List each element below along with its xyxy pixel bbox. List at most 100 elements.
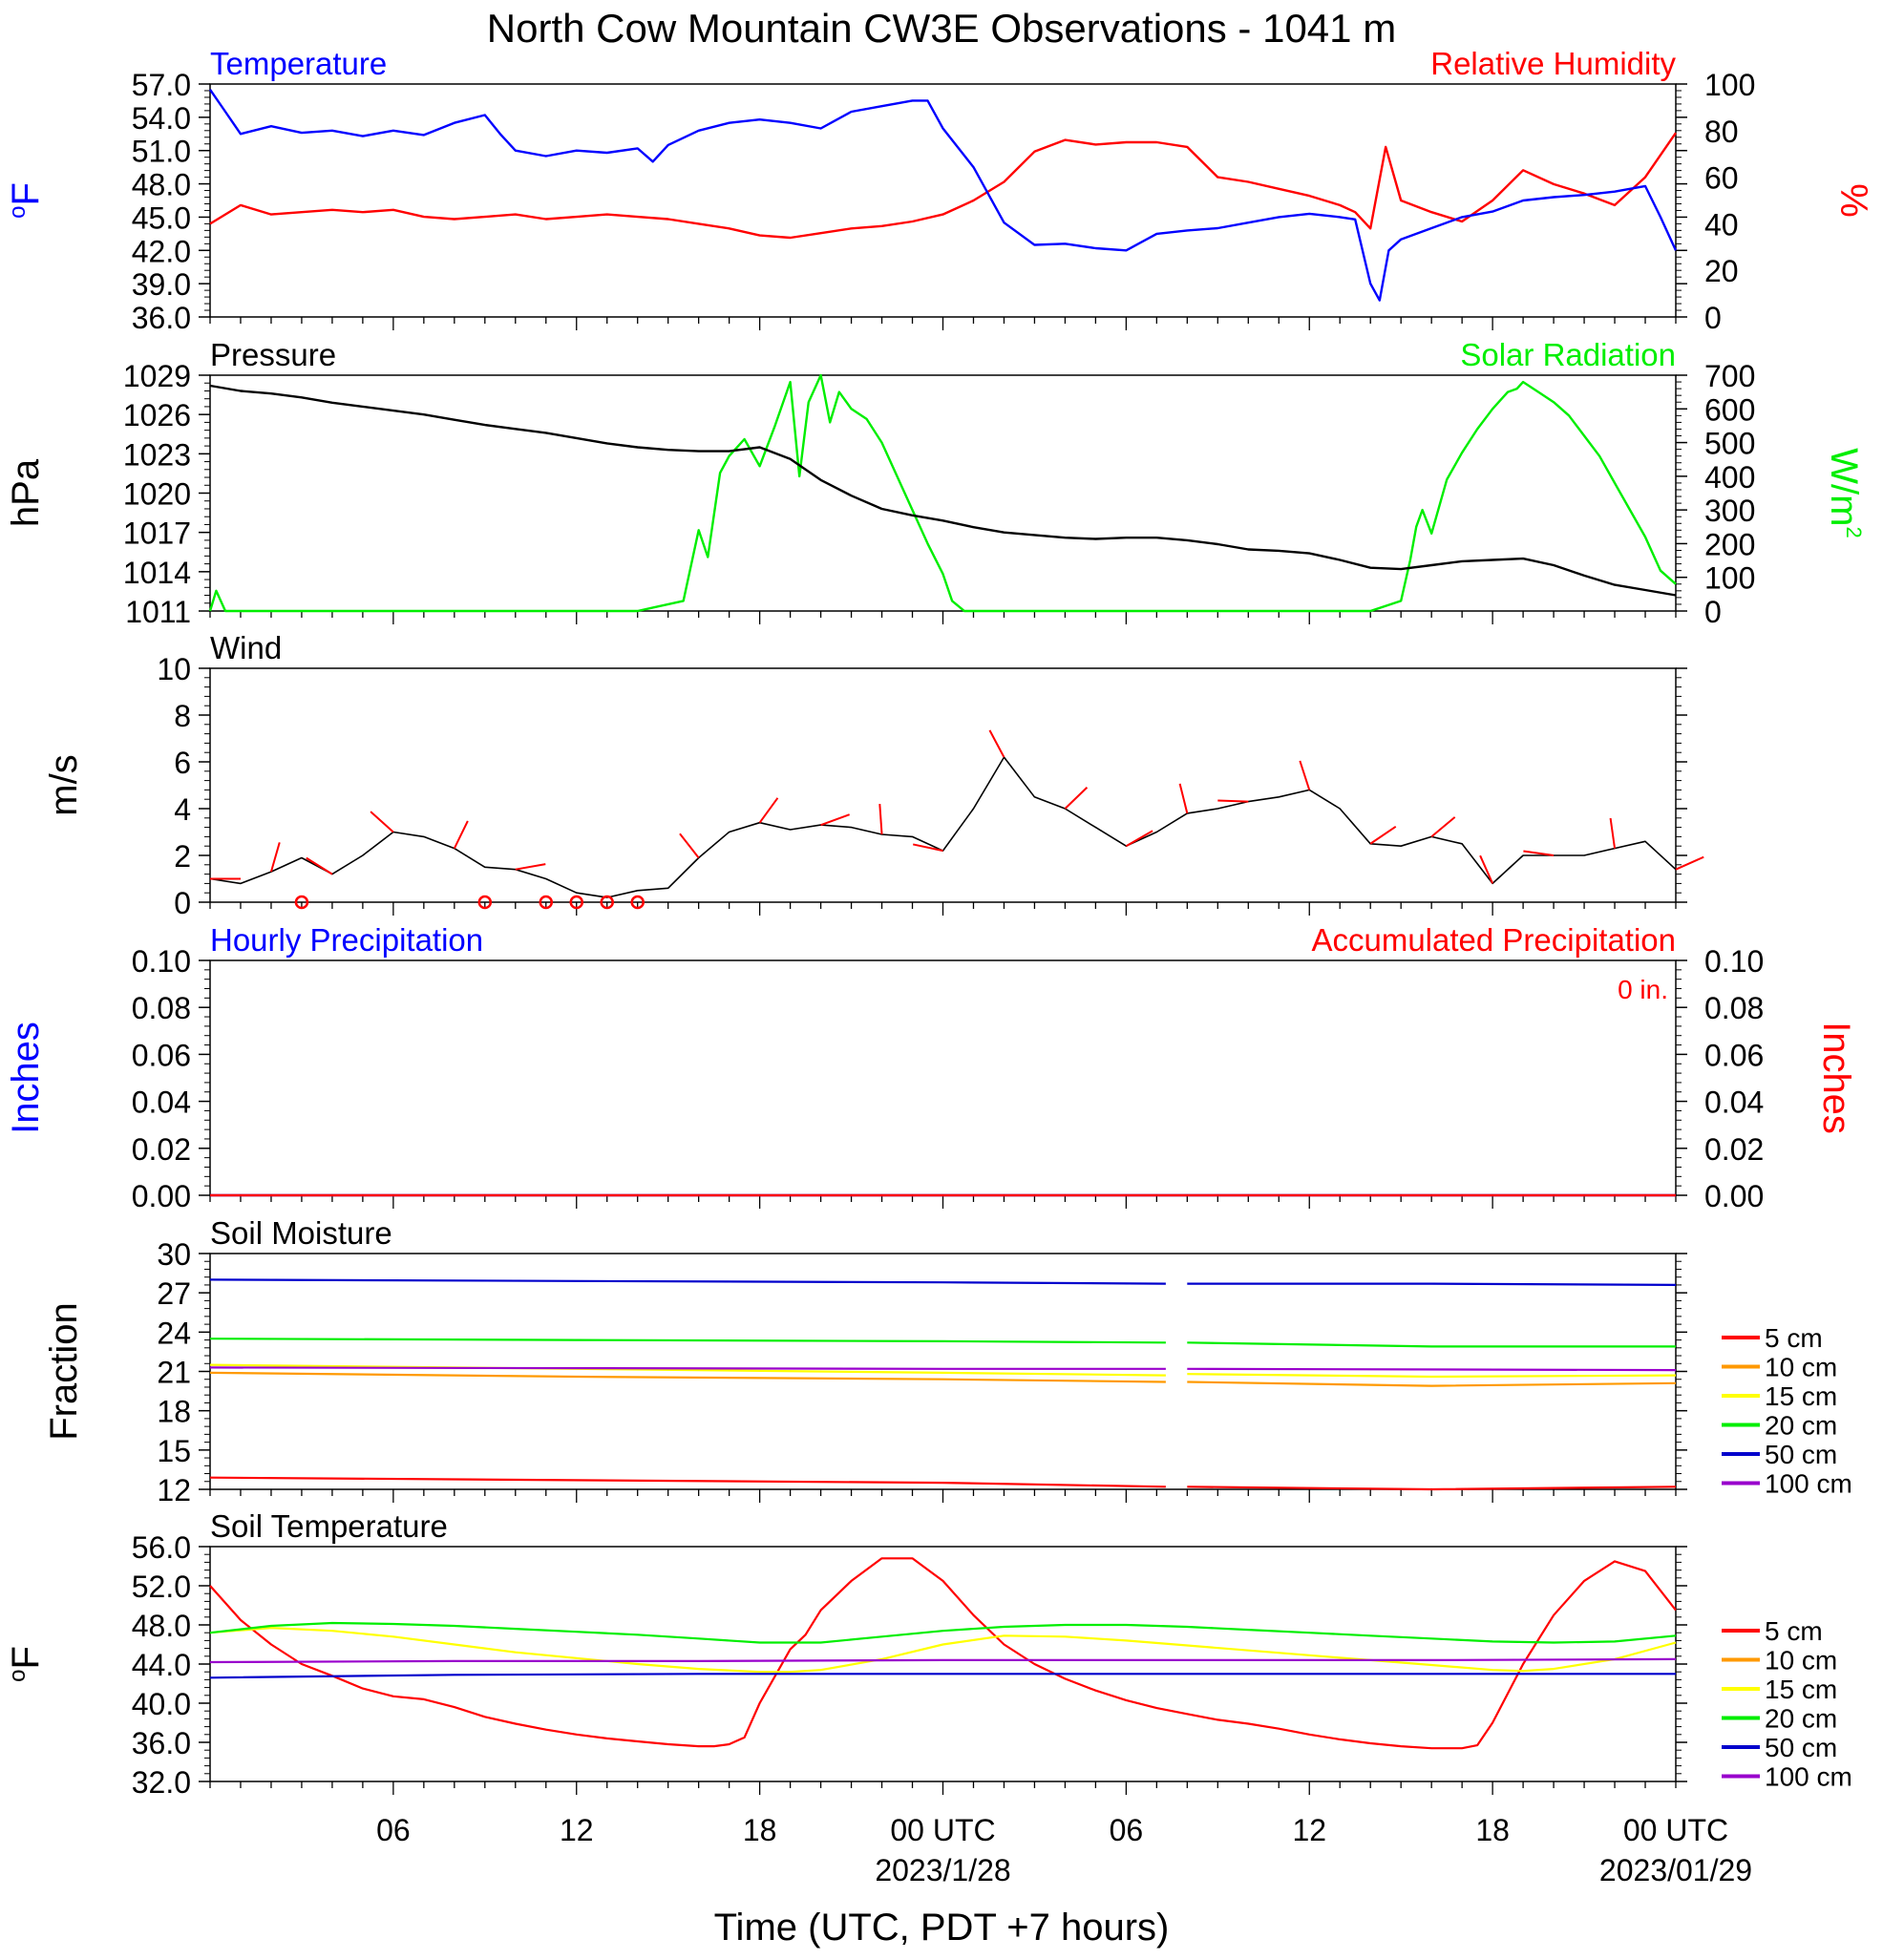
soil-moisture-axis-label: Fraction: [43, 1302, 85, 1441]
x-axis-title: Time (UTC, PDT +7 hours): [714, 1907, 1170, 1949]
y-tick-label: 36.0: [132, 1726, 191, 1760]
soil-temperature-line: [209, 1626, 1677, 1674]
soil-moisture-line: [209, 1278, 1166, 1285]
legend-label: 10 cm: [1765, 1646, 1837, 1675]
panels-layer: 57.054.051.048.045.042.039.036.010080604…: [5, 46, 1874, 1800]
wind-barb: [758, 797, 779, 824]
soil-moisture-line: [209, 1476, 1166, 1488]
y-tick-label: 8: [174, 699, 191, 733]
wind-barb: [1217, 799, 1249, 803]
chart-title: North Cow Mountain CW3E Observations - 1…: [487, 6, 1396, 51]
temperature-axis-label: oF: [5, 182, 47, 219]
wind-barb: [1064, 787, 1089, 810]
x-date-label: 2023/01/29: [1599, 1853, 1752, 1887]
y-tick-label: 15: [157, 1434, 191, 1468]
precip-panel-frame: [209, 959, 1677, 1196]
wind-barb: [1479, 854, 1494, 884]
legend-label: 10 cm: [1765, 1353, 1837, 1382]
y-tick-label-right: 500: [1704, 427, 1755, 461]
legend-label: 15 cm: [1765, 1675, 1837, 1704]
x-tick-label: 18: [743, 1813, 777, 1847]
calm-wind-marker: [600, 895, 614, 910]
y-tick-label: 1014: [123, 556, 191, 590]
soil-temperature-line: [209, 1557, 1677, 1750]
hourly-precip-title: Hourly Precipitation: [210, 922, 483, 958]
temperature-series-line: [209, 89, 1678, 302]
wind-axis-label: m/s: [43, 754, 85, 815]
x-tick-label: 18: [1475, 1813, 1510, 1847]
legend-label: 15 cm: [1765, 1381, 1837, 1411]
y-tick-label: 0.10: [132, 944, 191, 979]
wind-barb: [306, 856, 333, 875]
y-tick-label: 0.02: [132, 1132, 191, 1167]
wind-title: Wind: [210, 630, 282, 665]
y-tick-label: 0.06: [132, 1038, 191, 1072]
wind-panel-frame: [209, 667, 1677, 903]
y-tick-label: 0.00: [132, 1179, 191, 1213]
solar-title: Solar Radiation: [1460, 337, 1676, 372]
calm-wind-marker: [630, 895, 645, 910]
y-tick-label-right: 0.06: [1704, 1038, 1764, 1072]
x-axis: Time (UTC, PDT +7 hours) 06 12 18 00 UTC 06 1…: [376, 1813, 1752, 1949]
pressure-series-line: [209, 384, 1677, 597]
y-tick-label: 24: [157, 1316, 191, 1350]
pressure-axis-label: hPa: [5, 458, 47, 527]
legend-label: 20 cm: [1765, 1704, 1837, 1734]
humidity-title: Relative Humidity: [1430, 46, 1676, 81]
soil-temperature-title: Soil Temperature: [210, 1508, 448, 1544]
legend-label: 100 cm: [1765, 1762, 1852, 1792]
x-tick-label: 06: [1110, 1813, 1144, 1847]
y-tick-label: 1029: [123, 359, 191, 393]
y-tick-label: 4: [174, 792, 191, 827]
y-tick-label: 2: [174, 839, 191, 874]
soil-moisture-line: [1187, 1341, 1676, 1348]
y-tick-label: 0.04: [132, 1085, 191, 1120]
y-tick-label: 12: [157, 1473, 191, 1507]
y-tick-label: 52.0: [132, 1570, 191, 1604]
y-tick-label-right: 0: [1704, 595, 1722, 629]
legend-label: 50 cm: [1765, 1440, 1837, 1469]
y-tick-label: 48.0: [132, 1609, 191, 1643]
y-tick-label-right: 400: [1704, 460, 1755, 495]
x-date-label: 2023/1/28: [875, 1853, 1010, 1887]
soil-moisture-line: [1187, 1380, 1677, 1387]
y-tick-label: 56.0: [132, 1530, 191, 1565]
accum-precip-axis-label: Inches: [1815, 1022, 1857, 1134]
humidity-axis-label: %: [1832, 183, 1874, 218]
wind-barb: [912, 843, 943, 853]
wind-barb: [820, 813, 850, 827]
calm-wind-marker: [294, 895, 309, 910]
y-tick-label-right: 60: [1704, 161, 1739, 196]
y-tick-label-right: 100: [1704, 561, 1755, 596]
y-tick-label: 21: [157, 1356, 191, 1390]
soil-moisture-line: [1187, 1486, 1677, 1491]
wind-barb: [1430, 816, 1456, 838]
y-tick-label: 40.0: [132, 1687, 191, 1721]
y-tick-label: 0.08: [132, 991, 191, 1025]
soil-temperature-line: [209, 1621, 1677, 1644]
y-tick-label: 51.0: [132, 135, 191, 169]
wind-barb: [1523, 850, 1555, 856]
calm-wind-marker: [539, 895, 554, 910]
solar-axis-label: W/m2: [1823, 448, 1866, 537]
y-tick-label-right: 0.04: [1704, 1085, 1764, 1120]
soil-moisture-panel-frame: [209, 1253, 1677, 1490]
wind-barb: [1609, 817, 1617, 849]
y-tick-label: 18: [157, 1395, 191, 1429]
y-tick-label: 27: [157, 1276, 191, 1311]
wind-series-line: [209, 756, 1677, 898]
accum-precip-title: Accumulated Precipitation: [1311, 922, 1676, 958]
y-tick-label: 1017: [123, 516, 191, 551]
y-tick-label-right: 100: [1704, 68, 1755, 102]
y-tick-label: 1011: [125, 595, 191, 629]
wind-barb: [453, 820, 469, 850]
pressure-title: Pressure: [210, 337, 336, 372]
y-tick-label: 6: [174, 746, 191, 780]
y-tick-label: 32.0: [132, 1765, 191, 1800]
soil-temperature-line: [209, 1673, 1676, 1679]
soil-moisture-title: Soil Moisture: [210, 1215, 392, 1251]
y-tick-label: 36.0: [132, 301, 191, 335]
wind-barb: [1675, 855, 1704, 871]
x-tick-label: 06: [376, 1813, 411, 1847]
